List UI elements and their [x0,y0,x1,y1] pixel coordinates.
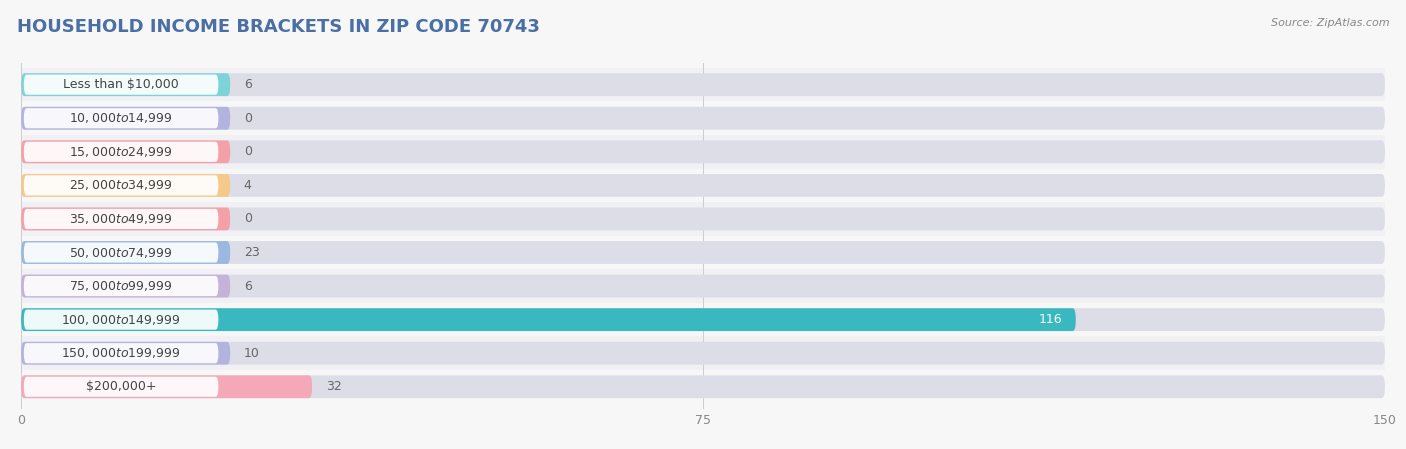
FancyBboxPatch shape [21,342,1385,365]
FancyBboxPatch shape [21,107,231,130]
FancyBboxPatch shape [21,241,1385,264]
FancyBboxPatch shape [13,336,1393,370]
FancyBboxPatch shape [21,275,231,298]
FancyBboxPatch shape [21,107,1385,130]
FancyBboxPatch shape [21,375,312,398]
FancyBboxPatch shape [24,242,218,263]
Text: 0: 0 [243,145,252,158]
FancyBboxPatch shape [21,241,231,264]
FancyBboxPatch shape [24,209,218,229]
FancyBboxPatch shape [21,207,231,230]
Text: 32: 32 [326,380,342,393]
FancyBboxPatch shape [24,142,218,162]
FancyBboxPatch shape [21,308,1076,331]
FancyBboxPatch shape [21,207,1385,230]
FancyBboxPatch shape [21,73,1385,96]
FancyBboxPatch shape [24,108,218,128]
FancyBboxPatch shape [21,375,1385,398]
FancyBboxPatch shape [24,175,218,195]
FancyBboxPatch shape [13,68,1393,101]
FancyBboxPatch shape [21,141,1385,163]
FancyBboxPatch shape [21,174,231,197]
FancyBboxPatch shape [13,303,1393,336]
FancyBboxPatch shape [13,370,1393,404]
FancyBboxPatch shape [21,73,231,96]
FancyBboxPatch shape [24,276,218,296]
FancyBboxPatch shape [21,308,1385,331]
Text: 10: 10 [243,347,260,360]
Text: $35,000 to $49,999: $35,000 to $49,999 [69,212,173,226]
FancyBboxPatch shape [24,377,218,397]
FancyBboxPatch shape [24,309,218,330]
Text: $100,000 to $149,999: $100,000 to $149,999 [62,313,181,326]
FancyBboxPatch shape [24,75,218,95]
Text: 23: 23 [243,246,260,259]
FancyBboxPatch shape [13,101,1393,135]
Text: $200,000+: $200,000+ [86,380,156,393]
FancyBboxPatch shape [13,135,1393,168]
Text: 4: 4 [243,179,252,192]
Text: $150,000 to $199,999: $150,000 to $199,999 [62,346,181,360]
FancyBboxPatch shape [24,343,218,363]
FancyBboxPatch shape [13,168,1393,202]
Text: $15,000 to $24,999: $15,000 to $24,999 [69,145,173,159]
FancyBboxPatch shape [21,174,1385,197]
Text: HOUSEHOLD INCOME BRACKETS IN ZIP CODE 70743: HOUSEHOLD INCOME BRACKETS IN ZIP CODE 70… [17,18,540,36]
Text: $75,000 to $99,999: $75,000 to $99,999 [69,279,173,293]
FancyBboxPatch shape [21,342,231,365]
Text: 116: 116 [1039,313,1062,326]
Text: $10,000 to $14,999: $10,000 to $14,999 [69,111,173,125]
FancyBboxPatch shape [13,202,1393,236]
Text: 6: 6 [243,78,252,91]
FancyBboxPatch shape [13,236,1393,269]
Text: 0: 0 [243,212,252,225]
Text: 6: 6 [243,280,252,293]
FancyBboxPatch shape [21,141,231,163]
Text: 0: 0 [243,112,252,125]
Text: $25,000 to $34,999: $25,000 to $34,999 [69,178,173,192]
FancyBboxPatch shape [21,275,1385,298]
Text: $50,000 to $74,999: $50,000 to $74,999 [69,246,173,260]
Text: Source: ZipAtlas.com: Source: ZipAtlas.com [1271,18,1389,28]
Text: Less than $10,000: Less than $10,000 [63,78,179,91]
FancyBboxPatch shape [13,269,1393,303]
